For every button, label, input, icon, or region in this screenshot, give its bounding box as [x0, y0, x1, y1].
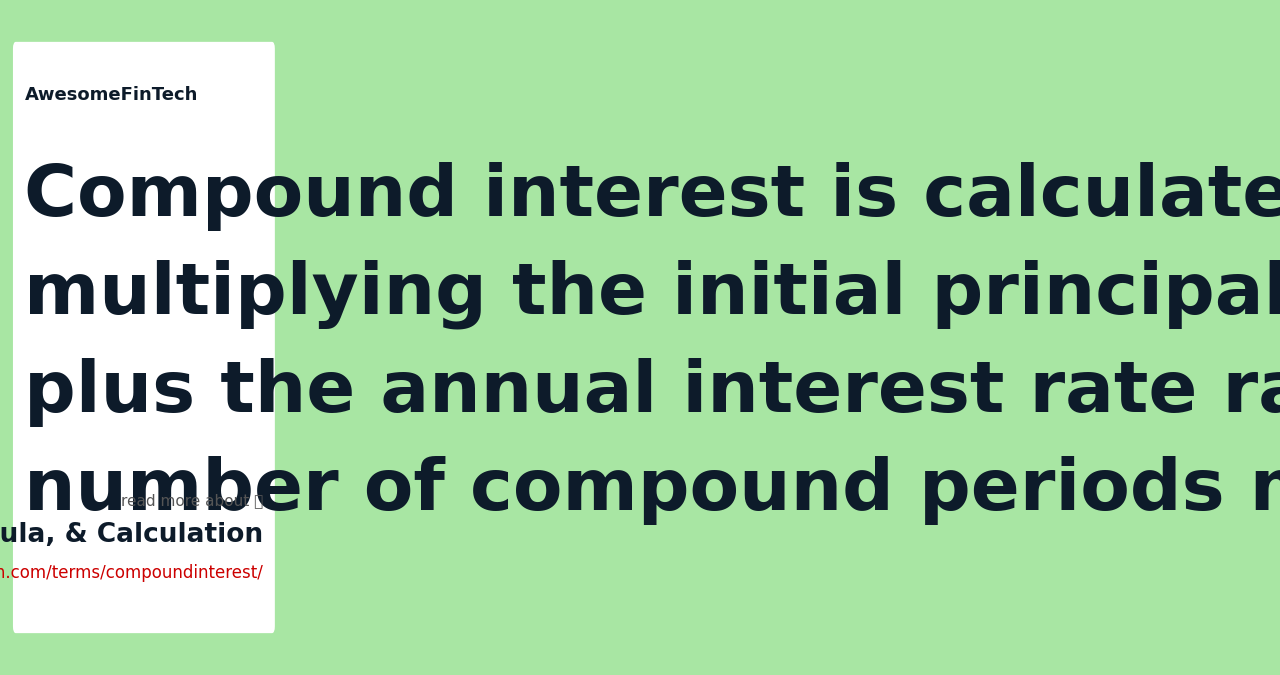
- Text: multiplying the initial principal amount by one: multiplying the initial principal amount…: [24, 260, 1280, 329]
- Text: Compound interest is calculated by: Compound interest is calculated by: [24, 162, 1280, 231]
- Text: www.awesomefintech.com/terms/compoundinterest/: www.awesomefintech.com/terms/compoundint…: [0, 564, 264, 583]
- Text: Compound Interest , Formula, & Calculation: Compound Interest , Formula, & Calculati…: [0, 522, 264, 548]
- Text: number of compound periods minus one.: number of compound periods minus one.: [24, 456, 1280, 524]
- Text: AwesomeFinTech: AwesomeFinTech: [24, 86, 198, 104]
- Text: read more about 💰: read more about 💰: [122, 493, 264, 508]
- FancyBboxPatch shape: [13, 42, 275, 633]
- Text: plus the annual interest rate raised to the: plus the annual interest rate raised to …: [24, 358, 1280, 427]
